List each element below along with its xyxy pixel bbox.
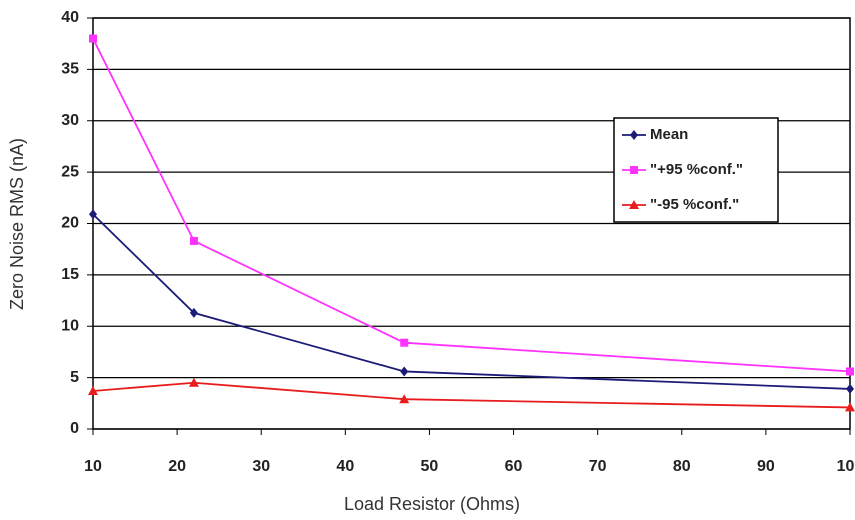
marker bbox=[400, 338, 409, 347]
x-axis-label: Load Resistor (Ohms) bbox=[344, 494, 520, 514]
marker bbox=[845, 402, 855, 412]
x-tick-label: 90 bbox=[757, 458, 775, 475]
legend-label: "-95 %conf." bbox=[650, 196, 739, 213]
x-tick-label: 30 bbox=[252, 458, 270, 475]
x-tick-label: 10 bbox=[84, 458, 102, 475]
legend-marker bbox=[629, 200, 639, 209]
marker bbox=[400, 366, 409, 377]
series-line bbox=[92, 213, 851, 390]
x-tick-label: 70 bbox=[589, 458, 607, 475]
y-tick-label: 25 bbox=[61, 163, 79, 180]
x-tick-label: 100 bbox=[837, 458, 855, 475]
y-tick-label: 10 bbox=[61, 317, 79, 334]
y-tick-label: 35 bbox=[61, 61, 79, 78]
marker bbox=[188, 377, 199, 387]
x-tick-label: 80 bbox=[673, 458, 691, 475]
y-tick-label: 5 bbox=[70, 369, 79, 386]
x-tick-label: 50 bbox=[421, 458, 439, 475]
marker bbox=[88, 385, 98, 395]
marker bbox=[89, 209, 97, 220]
series-line bbox=[92, 381, 851, 409]
y-axis-label: Zero Noise RMS (nA) bbox=[7, 138, 27, 310]
series-line bbox=[92, 38, 851, 373]
legend-label: Mean bbox=[650, 126, 688, 143]
x-tick-label: 40 bbox=[336, 458, 354, 475]
legend-marker bbox=[630, 130, 638, 140]
x-tick-label: 20 bbox=[168, 458, 186, 475]
marker bbox=[846, 367, 854, 376]
y-tick-label: 40 bbox=[61, 9, 79, 26]
marker bbox=[189, 236, 198, 245]
y-tick-label: 20 bbox=[61, 215, 79, 232]
legend-label: "+95 %conf." bbox=[650, 161, 743, 178]
y-tick-label: 0 bbox=[70, 420, 79, 437]
plot-frame bbox=[92, 17, 851, 430]
y-tick-label: 15 bbox=[61, 266, 79, 283]
legend-marker bbox=[630, 166, 638, 174]
marker bbox=[399, 394, 410, 404]
y-tick-label: 30 bbox=[61, 112, 79, 129]
marker bbox=[89, 34, 97, 43]
marker bbox=[846, 383, 854, 394]
marker bbox=[189, 307, 198, 318]
x-tick-label: 60 bbox=[505, 458, 523, 475]
